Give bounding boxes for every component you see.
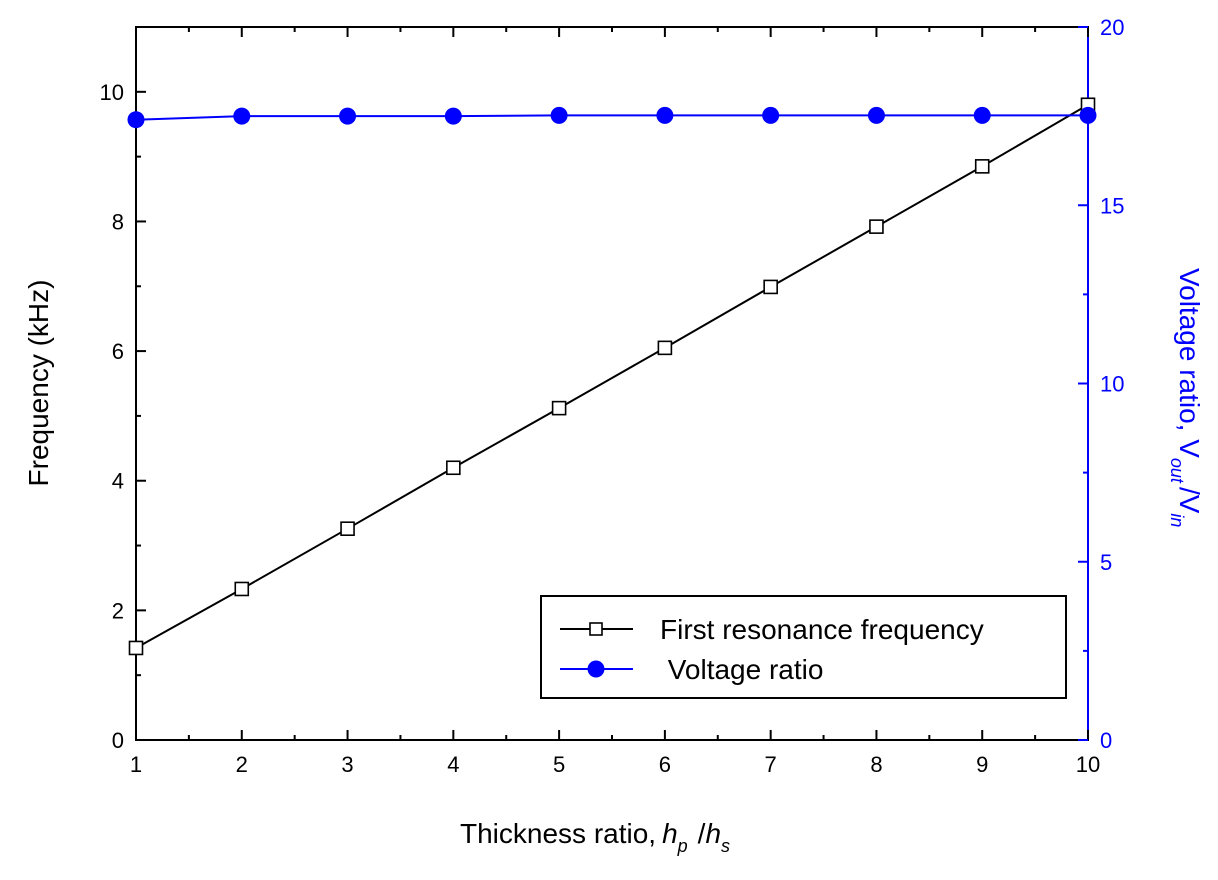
x-axis-title: Thickness ratio, hp/hs <box>460 818 730 856</box>
y-right-tick-label-15: 15 <box>1100 193 1124 218</box>
y-left-tick-label-10: 10 <box>100 80 124 105</box>
frequency-point <box>446 460 461 476</box>
voltage-point <box>656 106 674 124</box>
x-title-hs-sub: s <box>721 836 730 856</box>
legend-label-frequency: First resonance frequency <box>660 614 984 645</box>
x-tick-label-1: 1 <box>130 752 142 777</box>
series-line-1 <box>135 114 1088 121</box>
y-right-title-slash: /V <box>1174 487 1205 514</box>
voltage-point <box>867 106 885 124</box>
legend-box <box>540 595 1067 699</box>
x-title-hs: h <box>705 818 721 849</box>
voltage-point <box>973 106 991 124</box>
legend: First resonance frequency Voltage ratio <box>540 595 1067 699</box>
series-line-0 <box>135 103 1089 649</box>
frequency-point <box>340 521 355 536</box>
series-layer <box>127 97 1097 656</box>
x-title-prefix: Thickness ratio, <box>460 818 656 849</box>
y-left-tick-label-4: 4 <box>112 469 124 494</box>
y-axis-title-left: Frequency (kHz) <box>23 280 54 487</box>
voltage-point <box>233 107 251 125</box>
x-tick-label-5: 5 <box>553 752 565 777</box>
legend-marker-frequency <box>589 622 603 636</box>
legend-label-voltage: Voltage ratio <box>660 654 823 685</box>
x-tick-label-2: 2 <box>236 752 248 777</box>
x-title-hp-sub: p <box>677 836 688 856</box>
y-left-tick-label-2: 2 <box>112 598 124 623</box>
voltage-point <box>1079 106 1097 124</box>
y-left-tick-label-0: 0 <box>112 728 124 753</box>
y-axis-title-right: Voltage ratio, Vout/Vin <box>1167 268 1205 527</box>
frequency-point <box>657 340 673 356</box>
x-tick-label-7: 7 <box>765 752 777 777</box>
y-right-tick-label-20: 20 <box>1100 15 1124 40</box>
frequency-point <box>234 581 250 597</box>
y-right-tick-label-10: 10 <box>1100 372 1124 397</box>
x-title-hp: h <box>662 818 678 849</box>
y-right-title-prefix: Voltage ratio, V <box>1174 268 1205 458</box>
voltage-point <box>550 106 568 124</box>
frequency-point <box>763 279 778 295</box>
legend-marker-voltage <box>587 660 605 678</box>
voltage-point <box>339 107 357 125</box>
frequency-point <box>869 219 884 234</box>
y-right-tick-label-0: 0 <box>1100 728 1112 753</box>
x-title-slash: / <box>698 818 706 849</box>
voltage-point <box>762 106 780 124</box>
y-right-title-in-sub: in <box>1167 513 1187 527</box>
x-tick-label-4: 4 <box>447 752 459 777</box>
frequency-point <box>128 640 144 656</box>
y-left-tick-label-6: 6 <box>112 339 124 364</box>
x-tick-label-3: 3 <box>341 752 353 777</box>
frequency-point <box>974 159 990 174</box>
x-tick-label-10: 10 <box>1076 752 1100 777</box>
frequency-point <box>551 400 567 416</box>
x-tick-label-6: 6 <box>659 752 671 777</box>
x-tick-label-9: 9 <box>976 752 988 777</box>
voltage-point <box>127 111 145 129</box>
y-right-tick-label-5: 5 <box>1100 550 1112 575</box>
x-tick-label-8: 8 <box>870 752 882 777</box>
y-left-tick-label-8: 8 <box>112 209 124 234</box>
voltage-point <box>444 107 462 125</box>
y-right-title-out-sub: out <box>1167 458 1187 484</box>
